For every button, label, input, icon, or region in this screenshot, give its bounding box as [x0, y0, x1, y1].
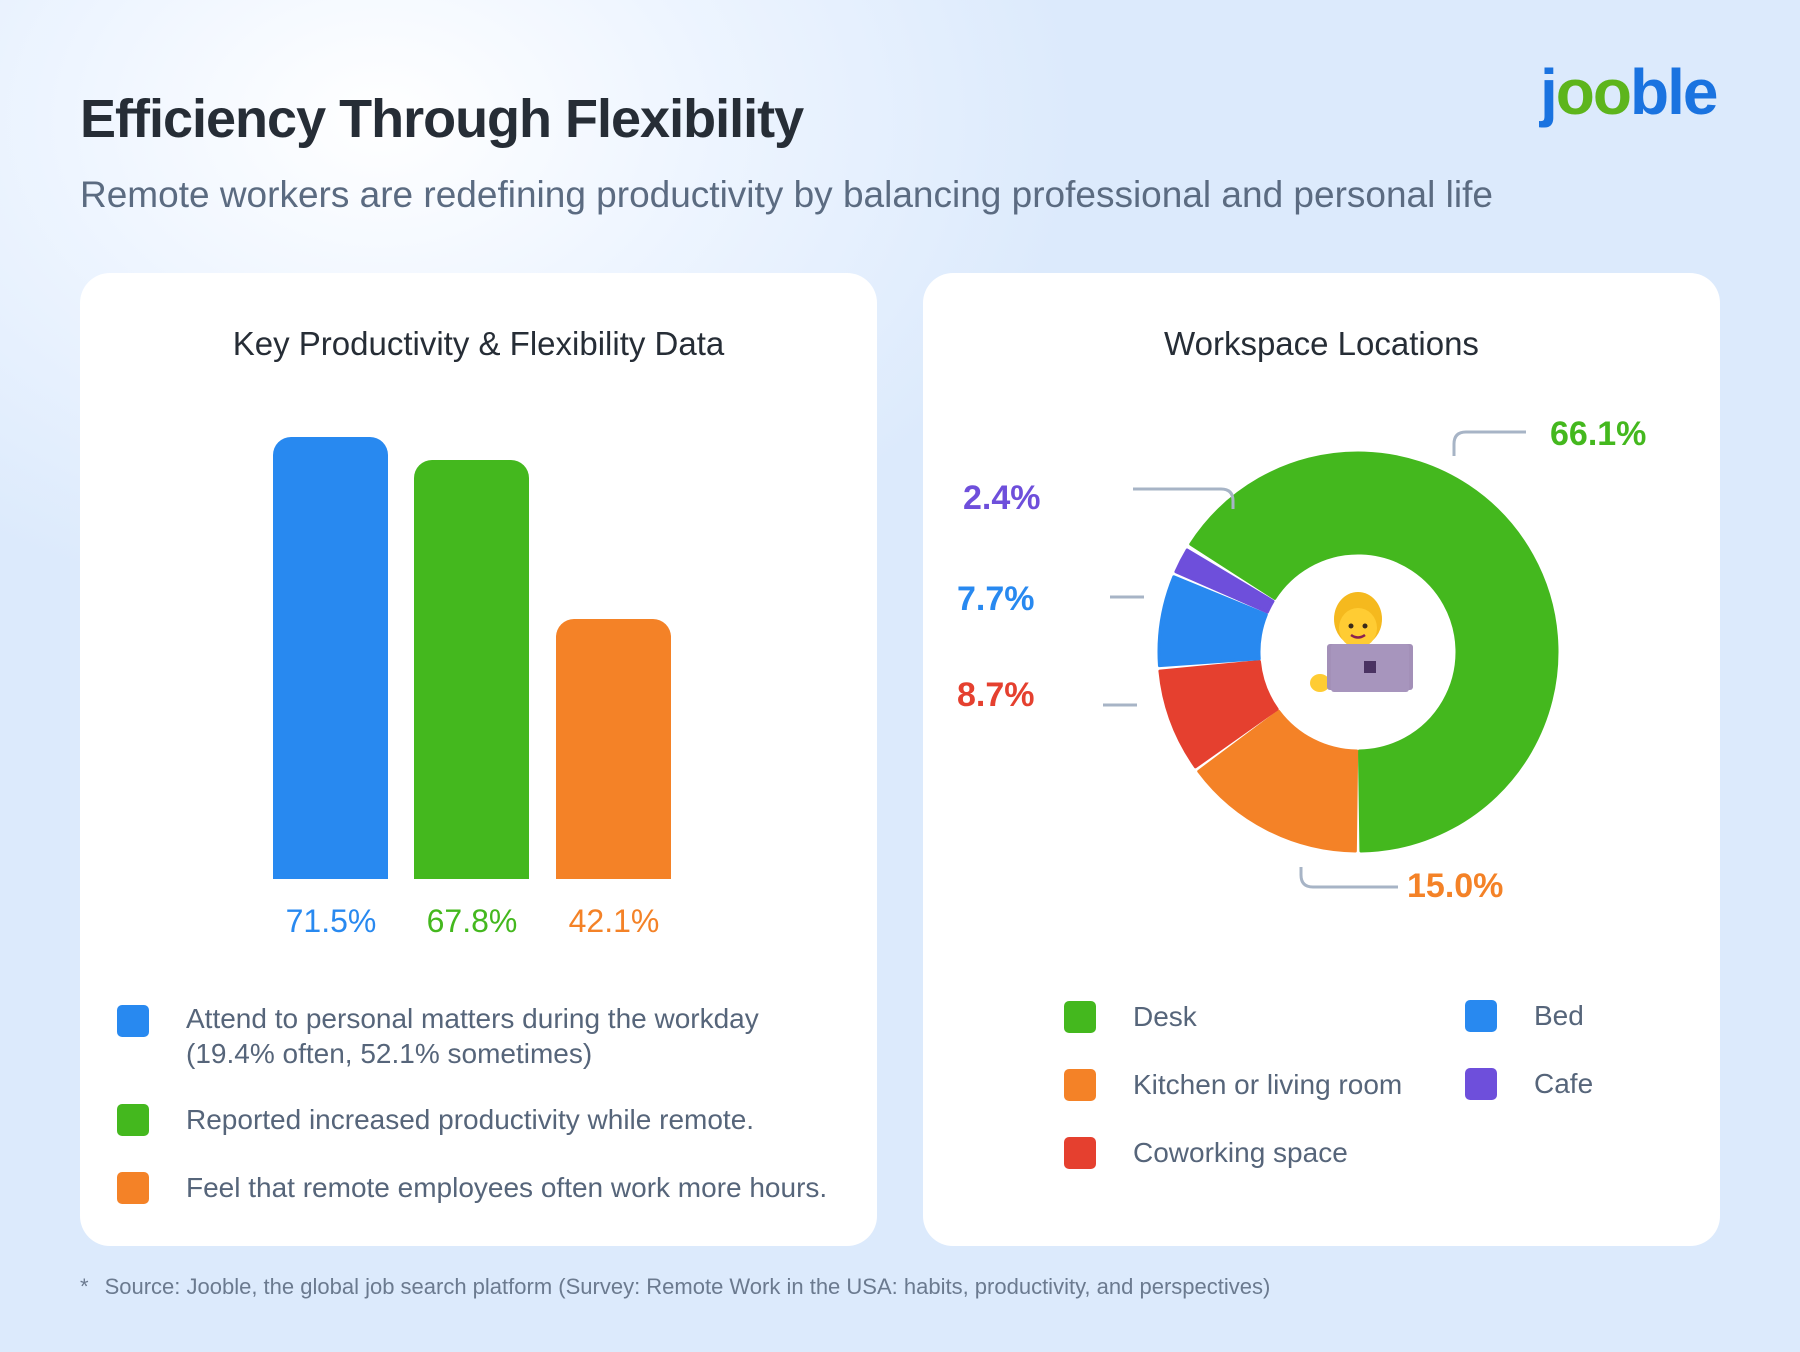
footnote-text: Source: Jooble, the global job search pl…	[104, 1274, 1271, 1299]
donut-slice-coworking-space	[1158, 660, 1279, 769]
legend-line: Feel that remote employees often work mo…	[186, 1172, 828, 1203]
legend-swatch	[1465, 1068, 1497, 1100]
bar-value-label: 71.5%	[285, 903, 377, 939]
footnote: * Source: Jooble, the global job search p…	[80, 1274, 1270, 1300]
leader-line	[1133, 487, 1235, 509]
donut-value-label: 7.7%	[957, 580, 1035, 618]
donut-chart	[1103, 430, 1559, 889]
donut-slice-bed	[1157, 575, 1268, 668]
footnote-marker: *	[80, 1274, 89, 1299]
legend-label: Kitchen or living room	[1133, 1069, 1403, 1100]
page-title: Efficiency Through Flexibility	[80, 89, 804, 149]
bar-chart-title: Key Productivity & Flexibility Data	[232, 325, 725, 362]
legend-swatch	[117, 1104, 149, 1136]
donut-value-label: 2.4%	[963, 479, 1041, 517]
legend-label: Desk	[1133, 1001, 1197, 1032]
leader-line	[1299, 867, 1398, 889]
legend-swatch	[1064, 1069, 1096, 1101]
legend-label: Coworking space	[1133, 1137, 1348, 1168]
legend-label: Reported increased productivity while re…	[186, 1102, 754, 1137]
legend-swatch	[117, 1172, 149, 1204]
legend-swatch	[1064, 1137, 1096, 1169]
bar	[414, 459, 529, 879]
legend-line: Attend to personal matters during the wo…	[186, 1003, 759, 1034]
donut-slice-kitchen-or-living-room	[1197, 709, 1359, 853]
bar-value-label: 67.8%	[426, 903, 518, 939]
leader-line	[1452, 430, 1526, 456]
legend-swatch	[1064, 1001, 1096, 1033]
person-with-laptop-icon	[1310, 592, 1413, 692]
donut-value-label: 66.1%	[1550, 415, 1647, 453]
legend-line: (19.4% often, 52.1% sometimes)	[186, 1038, 593, 1069]
legend-label: Cafe	[1534, 1068, 1594, 1099]
legend-label: Attend to personal matters during the wo…	[186, 1001, 759, 1071]
bar	[556, 618, 671, 879]
page-subtitle: Remote workers are redefining productivi…	[80, 174, 1493, 215]
donut-chart-title: Workspace Locations	[1164, 325, 1479, 362]
donut-slice-desk	[1189, 451, 1559, 853]
legend-line: Reported increased productivity while re…	[186, 1104, 755, 1135]
legend-label: Feel that remote employees often work mo…	[186, 1170, 827, 1205]
donut-value-label: 15.0%	[1407, 867, 1504, 905]
legend-swatch	[117, 1005, 149, 1037]
workspace-card: Workspace Locations 66.1% 15.0% 8.7% 7.7% 2.…	[923, 273, 1720, 1246]
productivity-card: Key Productivity & Flexibility Data 71.5…	[80, 273, 877, 1246]
jooble-logo: jooble	[1540, 56, 1718, 128]
legend-label: Bed	[1534, 1000, 1584, 1031]
legend-swatch	[1465, 1000, 1497, 1032]
bar-value-label: 42.1%	[568, 903, 660, 939]
bar	[273, 437, 388, 879]
donut-slice-cafe	[1174, 548, 1275, 614]
donut-value-label: 8.7%	[957, 676, 1035, 714]
